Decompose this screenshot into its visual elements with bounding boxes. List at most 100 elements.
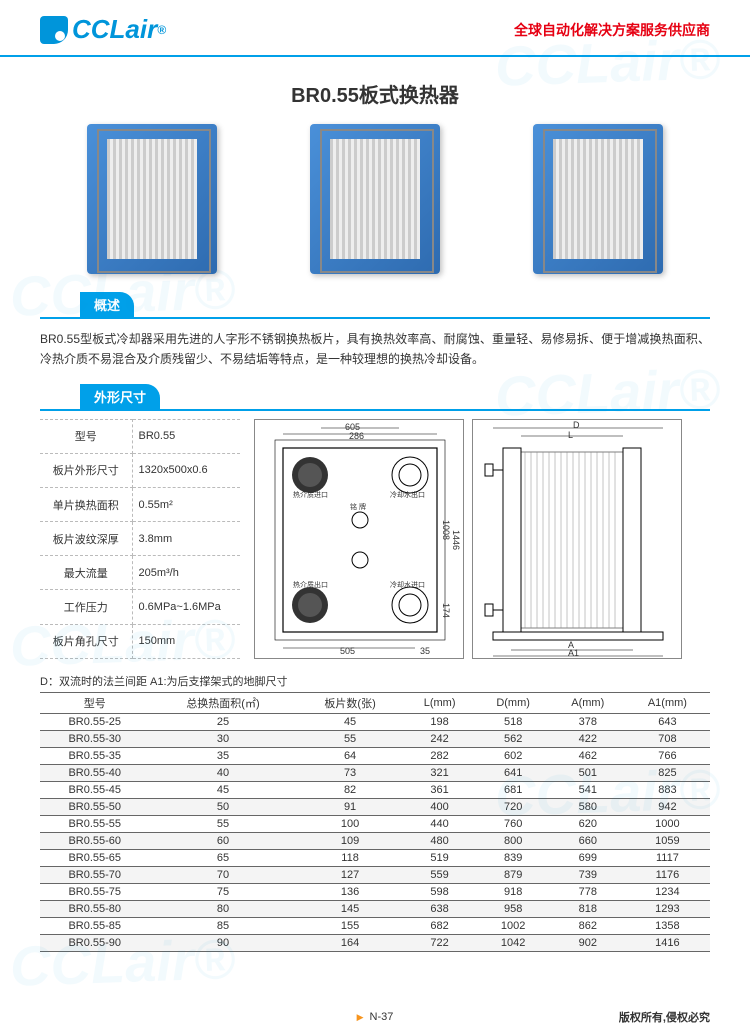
spec-value: 150mm bbox=[132, 624, 240, 658]
logo-icon bbox=[40, 16, 68, 44]
dim-label: L bbox=[568, 430, 573, 440]
table-cell: 778 bbox=[551, 883, 625, 900]
section-bar-overview: 概述 bbox=[40, 292, 710, 319]
table-cell: 541 bbox=[551, 781, 625, 798]
spec-label: 板片波纹深厚 bbox=[40, 522, 132, 556]
table-cell: 800 bbox=[476, 832, 551, 849]
table-cell: 118 bbox=[296, 849, 403, 866]
dim-label: 热介质进口 bbox=[293, 490, 328, 500]
table-row: BR0.55-80801456389588181293 bbox=[40, 900, 710, 917]
dim-label: 286 bbox=[349, 431, 364, 441]
table-row: BR0.55-55551004407606201000 bbox=[40, 815, 710, 832]
table-cell: BR0.55-80 bbox=[40, 900, 150, 917]
table-cell: 602 bbox=[476, 747, 551, 764]
table-cell: 30 bbox=[150, 730, 297, 747]
table-cell: 559 bbox=[404, 866, 476, 883]
table-cell: BR0.55-85 bbox=[40, 917, 150, 934]
diagram-front: 605 286 热介质进口 冷却水出口 铭 牌 热介质出口 冷却水进口 1446… bbox=[254, 419, 464, 659]
table-cell: 45 bbox=[296, 713, 403, 730]
table-cell: 722 bbox=[404, 934, 476, 951]
table-cell: BR0.55-55 bbox=[40, 815, 150, 832]
table-row: BR0.55-65651185198396991117 bbox=[40, 849, 710, 866]
table-cell: 660 bbox=[551, 832, 625, 849]
product-photo bbox=[533, 124, 663, 274]
table-header: L(mm) bbox=[404, 692, 476, 713]
table-row: BR0.55-909016472210429021416 bbox=[40, 934, 710, 951]
table-cell: BR0.55-40 bbox=[40, 764, 150, 781]
dim-label: D bbox=[573, 420, 580, 430]
dim-label: 冷却水进口 bbox=[390, 580, 425, 590]
table-cell: 519 bbox=[404, 849, 476, 866]
table-cell: 958 bbox=[476, 900, 551, 917]
table-cell: 1000 bbox=[625, 815, 710, 832]
table-row: BR0.55-303055242562422708 bbox=[40, 730, 710, 747]
table-cell: 1117 bbox=[625, 849, 710, 866]
table-cell: 55 bbox=[296, 730, 403, 747]
table-row: BR0.55-60601094808006601059 bbox=[40, 832, 710, 849]
section-bar-dimensions: 外形尺寸 bbox=[40, 384, 710, 411]
table-cell: 145 bbox=[296, 900, 403, 917]
spec-label: 单片换热面积 bbox=[40, 488, 132, 522]
table-cell: 760 bbox=[476, 815, 551, 832]
table-cell: 641 bbox=[476, 764, 551, 781]
spec-label: 板片角孔尺寸 bbox=[40, 624, 132, 658]
spec-value: BR0.55 bbox=[132, 419, 240, 453]
diagrams: 605 286 热介质进口 冷却水出口 铭 牌 热介质出口 冷却水进口 1446… bbox=[254, 419, 710, 659]
table-cell: 85 bbox=[150, 917, 297, 934]
table-cell: 80 bbox=[150, 900, 297, 917]
diagram-side: D L A A1 bbox=[472, 419, 682, 659]
table-cell: 50 bbox=[150, 798, 297, 815]
footer: N-37 版权所有,侵权必究 bbox=[0, 1009, 750, 1025]
copyright: 版权所有,侵权必究 bbox=[487, 1009, 710, 1025]
table-cell: 82 bbox=[296, 781, 403, 798]
table-cell: 902 bbox=[551, 934, 625, 951]
table-cell: BR0.55-90 bbox=[40, 934, 150, 951]
table-cell: 90 bbox=[150, 934, 297, 951]
table-cell: 64 bbox=[296, 747, 403, 764]
table-cell: 739 bbox=[551, 866, 625, 883]
table-header: D(mm) bbox=[476, 692, 551, 713]
table-cell: 65 bbox=[150, 849, 297, 866]
table-cell: 638 bbox=[404, 900, 476, 917]
table-cell: 1416 bbox=[625, 934, 710, 951]
table-cell: 1176 bbox=[625, 866, 710, 883]
logo-text: CCLair bbox=[72, 14, 157, 45]
table-row: BR0.55-404073321641501825 bbox=[40, 764, 710, 781]
page-title: BR0.55板式换热器 bbox=[0, 57, 750, 122]
table-cell: 198 bbox=[404, 713, 476, 730]
dim-label: 热介质出口 bbox=[293, 580, 328, 590]
specs-area: 型号BR0.55板片外形尺寸1320x500x0.6单片换热面积0.55m²板片… bbox=[0, 411, 750, 667]
table-cell: BR0.55-30 bbox=[40, 730, 150, 747]
table-cell: 321 bbox=[404, 764, 476, 781]
table-cell: BR0.55-65 bbox=[40, 849, 150, 866]
table-cell: 1002 bbox=[476, 917, 551, 934]
table-cell: BR0.55-60 bbox=[40, 832, 150, 849]
table-cell: 25 bbox=[150, 713, 297, 730]
table-cell: 422 bbox=[551, 730, 625, 747]
table-header: A1(mm) bbox=[625, 692, 710, 713]
table-row: BR0.55-505091400720580942 bbox=[40, 798, 710, 815]
dim-label: 174 bbox=[441, 603, 451, 618]
table-row: BR0.55-454582361681541883 bbox=[40, 781, 710, 798]
table-header: 型号 bbox=[40, 692, 150, 713]
table-cell: 862 bbox=[551, 917, 625, 934]
table-cell: 440 bbox=[404, 815, 476, 832]
header: CCLair ® 全球自动化解决方案服务供应商 bbox=[0, 0, 750, 57]
dim-label: A1 bbox=[568, 648, 579, 658]
table-cell: 825 bbox=[625, 764, 710, 781]
table-cell: 1042 bbox=[476, 934, 551, 951]
table-cell: 378 bbox=[551, 713, 625, 730]
table-cell: 155 bbox=[296, 917, 403, 934]
spec-table: 型号BR0.55板片外形尺寸1320x500x0.6单片换热面积0.55m²板片… bbox=[40, 419, 240, 659]
table-header: 板片数(张) bbox=[296, 692, 403, 713]
logo-reg: ® bbox=[157, 23, 166, 37]
table-cell: 883 bbox=[625, 781, 710, 798]
product-photo bbox=[87, 124, 217, 274]
table-cell: BR0.55-70 bbox=[40, 866, 150, 883]
table-cell: 839 bbox=[476, 849, 551, 866]
table-row: BR0.55-353564282602462766 bbox=[40, 747, 710, 764]
table-row: BR0.55-75751365989187781234 bbox=[40, 883, 710, 900]
dim-label: 冷却水出口 bbox=[390, 490, 425, 500]
table-cell: 682 bbox=[404, 917, 476, 934]
table-cell: 1293 bbox=[625, 900, 710, 917]
